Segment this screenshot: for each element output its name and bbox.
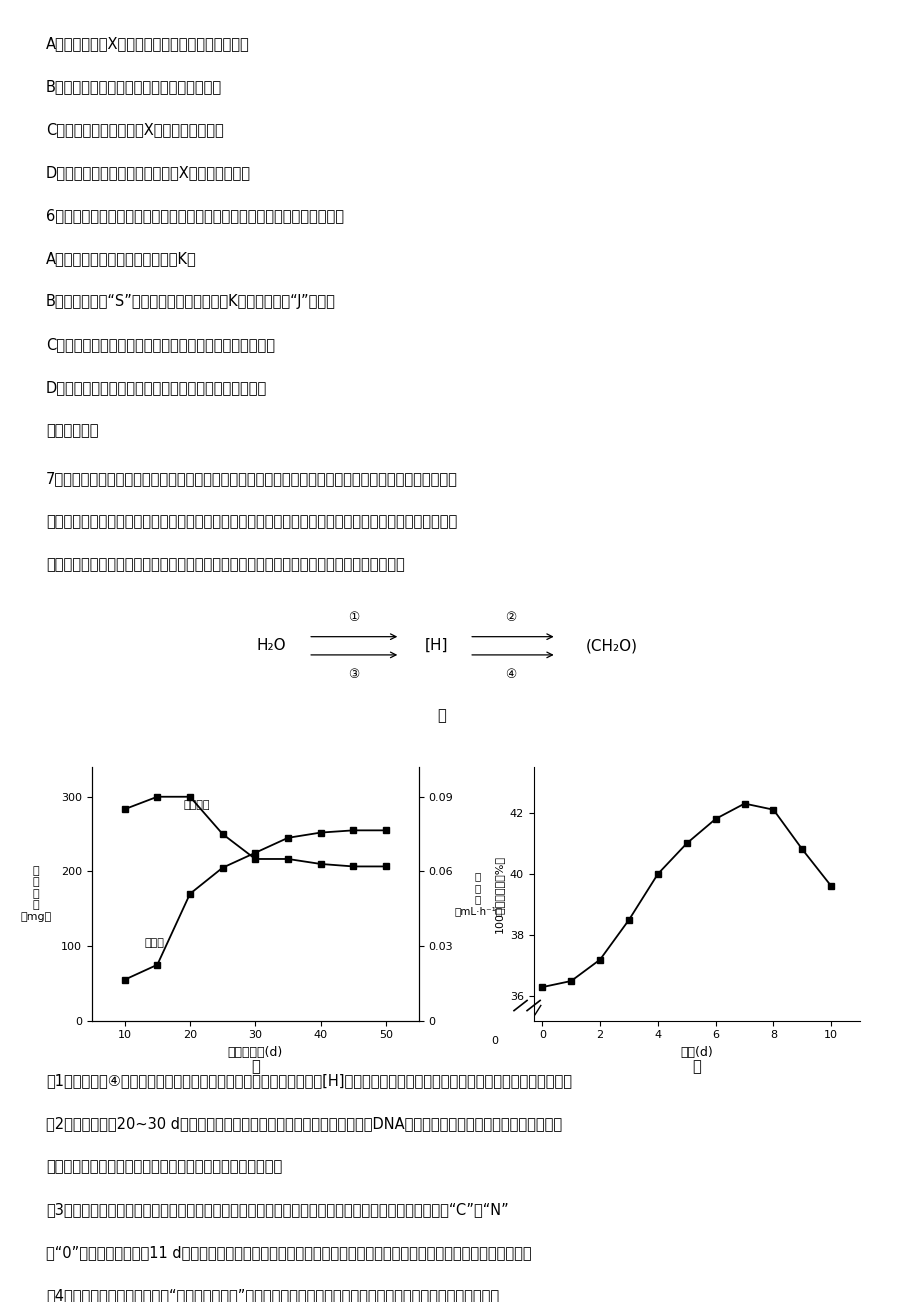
- Text: （2）图乙中，在20~30 d时，种子干物质量增加速度最快，此时种子含有的DNA量＿＿＿＿＿＿＿＿＿＿＿＿＿＿＿、种: （2）图乙中，在20~30 d时，种子干物质量增加速度最快，此时种子含有的DNA…: [46, 1116, 562, 1131]
- Text: （1）图甲中，④过程进行的场所是＿＿＿＿＿＿＿＿＿＿＿＿＿＿，[H]用于与＿＿＿＿＿＿＿＿＿＿＿＿＿反应释放大量的能量。: （1）图甲中，④过程进行的场所是＿＿＿＿＿＿＿＿＿＿＿＿＿＿，[H]用于与＿＿＿…: [46, 1073, 572, 1088]
- Text: C．营养素和生长调节剂X均有利于根的形成: C．营养素和生长调节剂X均有利于根的形成: [46, 122, 223, 138]
- Text: 干物质: 干物质: [144, 939, 164, 948]
- Text: （4）大田种植某油料作物时，“正其行，通其风”的主要目的是通过＿＿＿＿＿＿＿＿＿＿＿＿＿来提高光合作用强: （4）大田种植某油料作物时，“正其行，通其风”的主要目的是通过＿＿＿＿＿＿＿＿＿…: [46, 1288, 499, 1302]
- Text: B．营养素对有叶枝条的根的形成无明显影响: B．营养素对有叶枝条的根的形成无明显影响: [46, 79, 221, 95]
- Text: D．叶片可能会产生与生长调节剂X类似作用的物质: D．叶片可能会产生与生长调节剂X类似作用的物质: [46, 165, 251, 181]
- Y-axis label: 耗
氧
量
（mL·h⁻¹）: 耗 氧 量 （mL·h⁻¹）: [453, 871, 502, 917]
- Text: ①: ①: [348, 611, 359, 624]
- Text: 6．下列关于种群数量的变化、群落的结构和演替的叙述，正确的是（　　）: 6．下列关于种群数量的变化、群落的结构和演替的叙述，正确的是（ ）: [46, 208, 344, 224]
- X-axis label: 时间(d): 时间(d): [680, 1046, 712, 1059]
- Text: H₂O: H₂O: [256, 638, 286, 654]
- Text: [H]: [H]: [425, 638, 448, 654]
- Text: D．演替过程中，生产者固定的太阳能总量一直逐渐增加: D．演替过程中，生产者固定的太阳能总量一直逐渐增加: [46, 380, 267, 396]
- Text: ④: ④: [505, 668, 516, 681]
- Text: ③: ③: [348, 668, 359, 681]
- Text: 速率变化的示意图，图丙是某研究小组将某油料作物种子置于温度、水分（蛸馏水）、通气等条件均适宜的: 速率变化的示意图，图丙是某研究小组将某油料作物种子置于温度、水分（蛸馏水）、通气…: [46, 514, 457, 530]
- Text: 丙: 丙: [692, 1060, 700, 1074]
- Text: C．近岸区和湖心区生物分布的差异，构成群落的水平结构: C．近岸区和湖心区生物分布的差异，构成群落的水平结构: [46, 337, 275, 353]
- Text: 0: 0: [491, 1036, 497, 1046]
- Text: A．稳定型种群的数量不可能低于K值: A．稳定型种群的数量不可能低于K值: [46, 251, 197, 267]
- Text: 呼吸速率: 呼吸速率: [183, 799, 210, 810]
- Y-axis label: 100粒种子干重（%）: 100粒种子干重（%）: [494, 855, 504, 932]
- X-axis label: 开花后天数(d): 开花后天数(d): [227, 1046, 283, 1059]
- Text: A．生长调节剂X对不同枝条的生根均具有促进作用: A．生长调节剂X对不同枝条的生根均具有促进作用: [46, 36, 249, 52]
- Text: ②: ②: [505, 611, 516, 624]
- Text: 甲: 甲: [437, 708, 446, 724]
- Text: （3）根据图丙曲线分析，实验过程中，导致种子干重增加的主要元素是＿＿＿＿＿＿＿＿＿＿＿＿（填“C”、“N”: （3）根据图丙曲线分析，实验过程中，导致种子干重增加的主要元素是＿＿＿＿＿＿＿＿…: [46, 1202, 508, 1217]
- Text: (CH₂O): (CH₂O): [585, 638, 637, 654]
- Text: 7．图甲表示某植物叶肉细胞内发生的生理过程，图乙表示水稻种子在发育成熟过程中其体内干物质和呼吸: 7．图甲表示某植物叶肉细胞内发生的生理过程，图乙表示水稻种子在发育成熟过程中其体…: [46, 471, 458, 487]
- Text: B．种群数量呈“S”型增长的过程中，在达到K值之前就是呈“J”型增长: B．种群数量呈“S”型增长的过程中，在达到K值之前就是呈“J”型增长: [46, 294, 335, 310]
- Text: 子成熟所需要的有机物来自图甲中的过程＿＿＿＿＿＿＿＿。: 子成熟所需要的有机物来自图甲中的过程＿＿＿＿＿＿＿＿。: [46, 1159, 282, 1174]
- Text: 黑暗环境中培养，定期检查萌发种子（含幼苗）的干重变化绘成的示意图。请回答下列问题：: 黑暗环境中培养，定期检查萌发种子（含幼苗）的干重变化绘成的示意图。请回答下列问题…: [46, 557, 404, 573]
- Y-axis label: 干
物
质
量
（mg）: 干 物 质 量 （mg）: [20, 866, 51, 922]
- Text: 二、非选择题: 二、非选择题: [46, 423, 98, 439]
- Text: 或“0”）。实验进行到第11 d时，要使萌发种子（含幼苗）的干重增加，必须提供的条件是＿＿＿＿＿＿＿＿＿＿＿＿。: 或“0”）。实验进行到第11 d时，要使萌发种子（含幼苗）的干重增加，必须提供的…: [46, 1245, 531, 1260]
- Text: 乙: 乙: [251, 1060, 259, 1074]
